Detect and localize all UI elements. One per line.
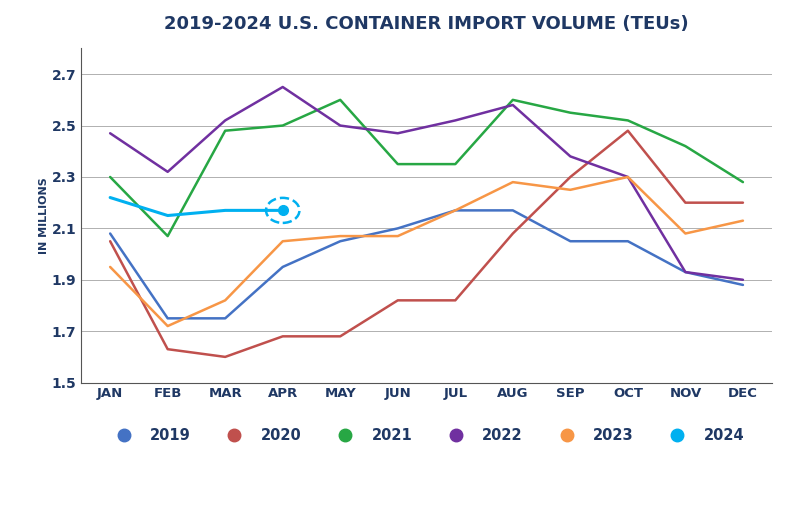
Title: 2019-2024 U.S. CONTAINER IMPORT VOLUME (TEUs): 2019-2024 U.S. CONTAINER IMPORT VOLUME (… <box>164 15 689 33</box>
Y-axis label: IN MILLIONS: IN MILLIONS <box>39 177 49 254</box>
Legend: 2019, 2020, 2021, 2022, 2023, 2024: 2019, 2020, 2021, 2022, 2023, 2024 <box>103 422 750 449</box>
